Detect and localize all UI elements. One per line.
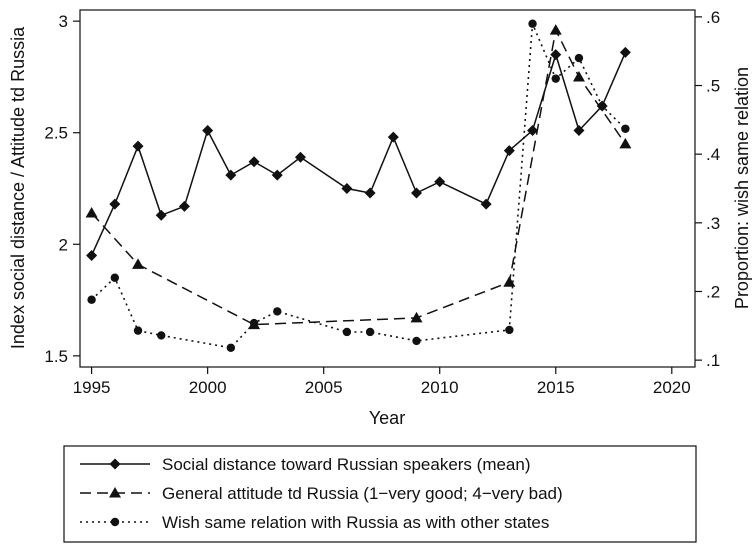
series-2-point-2014 xyxy=(528,19,537,28)
y-right-tick-label-3: .4 xyxy=(706,145,720,164)
legend-box xyxy=(63,445,697,543)
series-2-line xyxy=(91,23,626,349)
series-layer xyxy=(85,19,632,352)
series-0 xyxy=(86,46,631,261)
series-2-point-2017 xyxy=(597,101,607,111)
y-left-tick-label-3: 3 xyxy=(59,12,68,31)
x-tick-label-2005: 2005 xyxy=(305,378,343,397)
series-1-point-2015 xyxy=(549,24,562,35)
series-0-point-1998 xyxy=(155,209,167,221)
y-left-tick-label-1: 2 xyxy=(59,235,68,254)
series-0-point-2013 xyxy=(503,145,515,157)
series-0-point-2012 xyxy=(480,198,492,210)
series-2-point-2018 xyxy=(621,124,630,133)
legend: Social distance toward Russian speakers … xyxy=(63,445,697,543)
series-1-point-2018 xyxy=(619,137,632,149)
legend-key-marker-1 xyxy=(109,487,121,498)
series-0-point-1995 xyxy=(86,249,98,261)
x-tick-label-2020: 2020 xyxy=(653,378,691,397)
legend-label-1: General attitude td Russia (1−very good;… xyxy=(162,484,563,503)
series-2-point-2006 xyxy=(342,327,352,337)
series-2-point-2009 xyxy=(412,336,421,346)
series-0-point-2004 xyxy=(294,151,306,163)
legend-label-2: Wish same relation with Russia as with o… xyxy=(162,513,549,532)
series-2 xyxy=(87,19,630,352)
series-2-point-2013 xyxy=(505,325,514,335)
series-0-point-2002 xyxy=(248,156,260,168)
series-1-point-1997 xyxy=(132,258,145,269)
x-tick-label-2015: 2015 xyxy=(537,378,575,397)
y-left-tick-label-0: 1.5 xyxy=(44,347,68,366)
legend-key-marker-2 xyxy=(110,517,120,527)
series-2-point-1998 xyxy=(157,331,166,340)
y-right-tick-label-4: .5 xyxy=(706,77,720,96)
y-left-tick-label-2: 2.5 xyxy=(44,124,68,143)
series-0-point-1996 xyxy=(109,198,121,210)
series-0-point-2003 xyxy=(271,169,283,181)
axes: 1995 2000 2005 2010 2015 2020 1.5 2 2.5 3 .1 .2 .3 .4… xyxy=(44,8,720,397)
y-right-tick-label-5: .6 xyxy=(706,8,720,27)
series-2-point-1995 xyxy=(87,295,96,304)
y-right-tick-label-2: .3 xyxy=(706,214,720,233)
series-1-point-2013 xyxy=(503,276,516,287)
x-tick-label-1995: 1995 xyxy=(73,378,111,397)
series-2-point-1996 xyxy=(110,273,120,282)
series-1-line xyxy=(91,27,627,326)
series-2-point-2016 xyxy=(574,53,584,63)
series-0-point-2000 xyxy=(202,124,214,136)
plot-area-frame xyxy=(79,9,696,368)
x-tick-label-2000: 2000 xyxy=(189,378,227,397)
x-axis-title: Year xyxy=(369,408,405,428)
series-0-point-2009 xyxy=(411,187,423,199)
series-0-point-2018 xyxy=(619,46,631,58)
series-0-point-2007 xyxy=(364,187,376,199)
series-2-point-2007 xyxy=(365,327,375,337)
y-axis-right-title: Proportion: wish same relation xyxy=(732,67,752,309)
series-1-point-1995 xyxy=(85,207,98,218)
legend-label-0: Social distance toward Russian speakers … xyxy=(162,455,531,474)
series-2-point-2003 xyxy=(273,307,282,316)
series-2-point-2015 xyxy=(551,74,560,83)
legend-key-marker-0 xyxy=(109,458,121,470)
x-tick-label-2010: 2010 xyxy=(421,378,459,397)
series-0-point-1997 xyxy=(132,140,144,152)
y-right-tick-label-0: .1 xyxy=(706,351,720,370)
series-2-point-2001 xyxy=(226,343,236,352)
y-right-tick-label-1: .2 xyxy=(706,282,720,301)
series-0-point-2008 xyxy=(387,131,399,143)
series-0-point-2014 xyxy=(527,124,539,136)
series-2-point-1997 xyxy=(133,326,143,335)
series-0-point-2001 xyxy=(225,169,237,181)
legend-entries xyxy=(80,458,150,527)
y-axis-left-title: Index social distance / Attitude td Russ… xyxy=(8,26,28,349)
series-1-point-2016 xyxy=(572,70,585,82)
series-0-point-2006 xyxy=(341,183,353,194)
series-0-point-1999 xyxy=(178,200,190,212)
series-0-point-2015 xyxy=(550,49,562,61)
series-1-point-2009 xyxy=(410,311,423,323)
series-0-point-2016 xyxy=(573,124,585,136)
series-0-point-2010 xyxy=(434,176,446,188)
series-1 xyxy=(85,24,632,330)
series-2-point-2002 xyxy=(249,318,259,328)
